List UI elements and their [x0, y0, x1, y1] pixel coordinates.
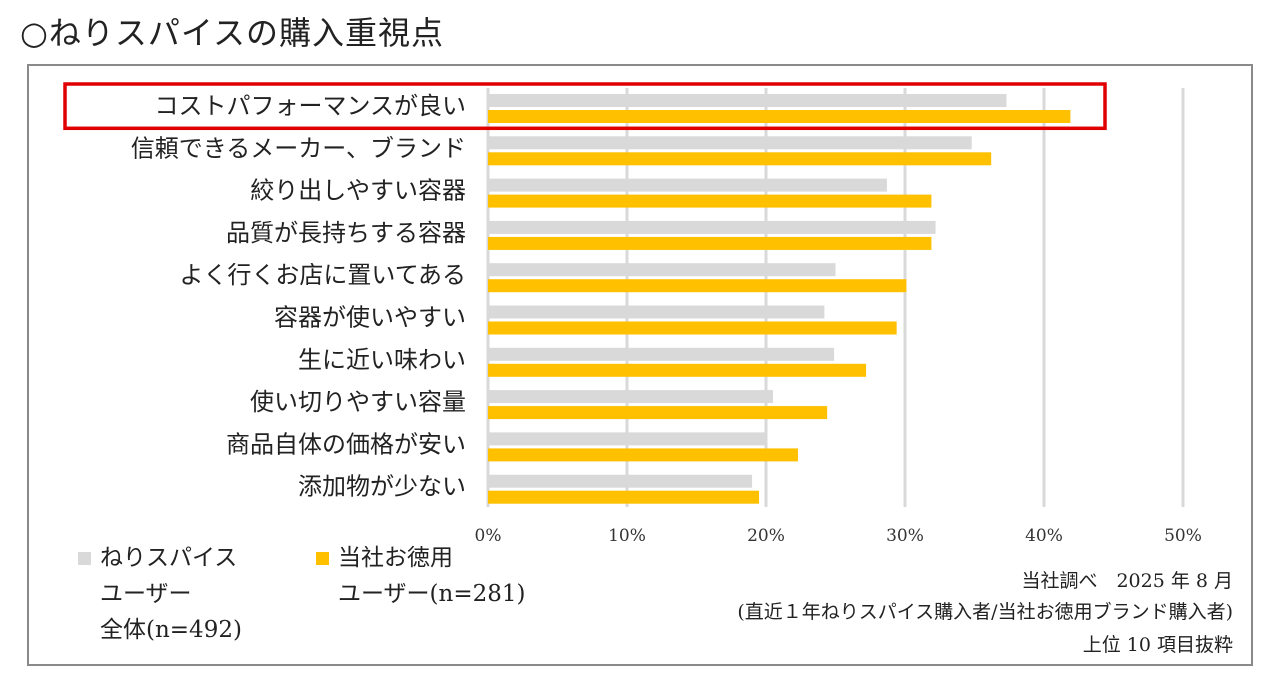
- page-title: ○ねりスパイスの購入重視点: [20, 14, 444, 52]
- bar-all-users: [488, 94, 1007, 107]
- legend-swatch-gray: [78, 552, 91, 565]
- bar-own-users: [488, 448, 798, 462]
- bar-own-users: [488, 152, 992, 166]
- category-label: 絞り出しやすい容器: [250, 177, 466, 205]
- bar-own-users: [488, 236, 932, 250]
- category-label: 商品自体の価格が安い: [226, 430, 466, 458]
- bar-all-users: [488, 432, 766, 446]
- x-tick-label: 20%: [747, 526, 785, 546]
- bar-all-users: [488, 347, 835, 361]
- bar-own-users: [488, 110, 1071, 123]
- bar-all-users: [488, 263, 836, 277]
- chart-frame: [27, 64, 1253, 666]
- x-tick-label: 50%: [1164, 526, 1202, 546]
- category-label: 品質が長持ちする容器: [226, 219, 466, 247]
- category-label: コストパフォーマンスが良い: [154, 92, 466, 120]
- legend-swatch-orange: [316, 552, 329, 565]
- legend-item-all-users: ねりスパイス ユーザー 全体(n=492): [78, 540, 242, 648]
- scope-note: (直近１年ねりスパイス購入者/当社お徳用ブランド購入者): [737, 601, 1233, 623]
- bar-all-users: [488, 178, 887, 192]
- bar-own-users: [488, 490, 760, 504]
- x-tick-label: 40%: [1025, 526, 1063, 546]
- extract-note: 上位 10 項目抜粋: [1082, 634, 1233, 656]
- legend-label-own-users: 当社お徳用 ユーザー(n=281): [338, 545, 526, 607]
- bar-own-users: [488, 321, 897, 335]
- bar-own-users: [488, 406, 828, 420]
- bar-own-users: [488, 194, 932, 208]
- bar-all-users: [488, 136, 972, 150]
- legend-item-own-users: 当社お徳用 ユーザー(n=281): [316, 540, 525, 612]
- legend-label-all-users: ねりスパイス ユーザー 全体(n=492): [100, 545, 242, 643]
- source-note: 当社調べ 2025 年 8 月: [1021, 570, 1233, 592]
- x-tick-label: 30%: [886, 526, 924, 546]
- category-label: よく行くお店に置いてある: [179, 261, 466, 289]
- bar-all-users: [488, 305, 825, 319]
- category-label: 添加物が少ない: [298, 473, 466, 501]
- highlight-box: [63, 82, 1107, 131]
- bar-all-users: [488, 220, 936, 234]
- bar-own-users: [488, 363, 867, 377]
- x-tick-label: 10%: [608, 526, 646, 546]
- x-tick-label: 0%: [475, 526, 502, 546]
- bar-all-users: [488, 474, 753, 488]
- category-label: 容器が使いやすい: [274, 304, 466, 332]
- bar-own-users: [488, 279, 907, 293]
- bar-all-users: [488, 390, 773, 404]
- category-label: 生に近い味わい: [298, 346, 466, 374]
- category-label: 信頼できるメーカー、ブランド: [131, 134, 466, 162]
- category-label: 使い切りやすい容量: [250, 388, 466, 416]
